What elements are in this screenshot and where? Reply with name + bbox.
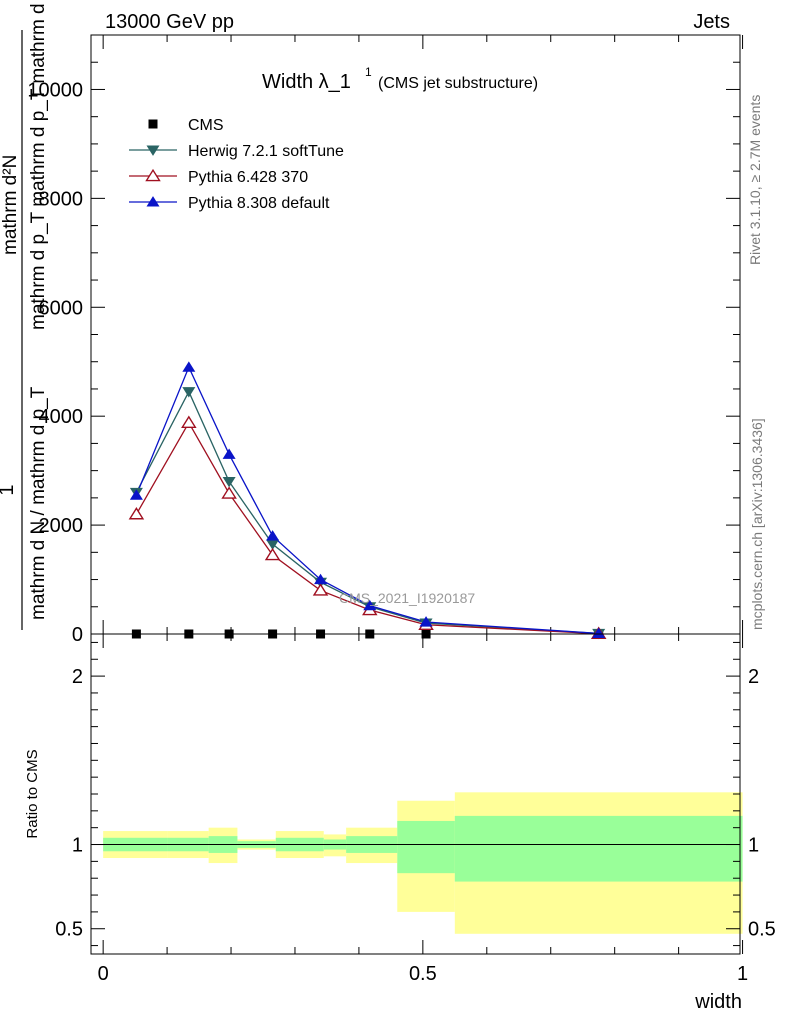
- ratio-y-tick-label-right: 0.5: [748, 919, 776, 941]
- ratio-y-tick-labels: 0.5 1 2: [55, 666, 83, 941]
- pythia6-point: [145, 168, 161, 182]
- ratio-inner-band: [454, 815, 743, 882]
- main-axis-ticks: [91, 34, 744, 635]
- herwig-point: [182, 387, 196, 398]
- pythia6-point: [128, 507, 145, 520]
- jets-label: Jets: [693, 11, 730, 33]
- pythia6-point: [221, 486, 237, 499]
- mcplots-label: mcplots.cern.ch [arXiv:1306.3436]: [749, 418, 765, 630]
- y-label-numerator: mathrm d²N: [0, 155, 21, 255]
- plot-title-subtitle: (CMS jet substructure): [378, 75, 538, 92]
- ratio-y-tick-labels-right: 0.5 1 2: [748, 666, 776, 941]
- x-tick-label: 0: [98, 963, 109, 985]
- main-y-tick-labels: 0 2000 4000 6000 8000 10000: [27, 79, 83, 646]
- pythia6-point: [264, 547, 281, 561]
- ratio-y-tick-label-right: 1: [748, 835, 759, 857]
- ratio-y-tick-label: 0.5: [55, 919, 83, 941]
- pythia8-point: [266, 530, 280, 541]
- legend-entry: Pythia 8.308 default: [188, 195, 330, 212]
- y-tick-label: 4000: [39, 406, 84, 428]
- ratio-axis-ticks: [91, 634, 744, 954]
- ratio-inner-band: [397, 820, 455, 874]
- cms-data-point: [148, 119, 158, 129]
- y-label-one: 1: [0, 484, 18, 495]
- pythia8-point: [129, 489, 143, 500]
- legend: CMS Herwig 7.2.1 softTune Pythia 6.428 370…: [129, 117, 344, 212]
- pythia8-point: [592, 627, 606, 639]
- ratio-y-tick-label-right: 2: [748, 666, 759, 688]
- y-label-denominator: mathrm d p_T mathrm d p_T mathrm d lambd…: [28, 0, 49, 330]
- pythia8-point: [419, 616, 433, 627]
- ratio-bands: [103, 792, 743, 934]
- energy-label: 13000 GeV pp: [105, 11, 234, 33]
- herwig-point: [146, 145, 160, 156]
- legend-entry: Pythia 6.428 370: [188, 169, 308, 186]
- main-panel: 0 2000 4000 6000 8000 10000 Width λ_1 1 (CMS …: [27, 34, 744, 646]
- y-tick-label: 0: [72, 624, 83, 646]
- pythia8-point: [314, 573, 328, 585]
- y-tick-label: 8000: [39, 188, 84, 210]
- ratio-y-tick-label: 2: [72, 666, 83, 688]
- herwig-point: [266, 539, 280, 550]
- series-line: [135, 390, 599, 635]
- pythia8-point: [363, 599, 377, 611]
- analysis-watermark: CMS_2021_I1920187: [339, 590, 475, 606]
- series-line: [135, 365, 599, 635]
- x-tick-label: 1: [737, 963, 748, 985]
- pythia6-point: [181, 415, 197, 428]
- legend-entry: Herwig 7.2.1 softTune: [188, 143, 344, 160]
- x-tick-labels: 0 0.5 1: [98, 963, 749, 985]
- x-tick-label: 0.5: [409, 963, 437, 985]
- x-axis-label: width: [694, 991, 742, 1013]
- y-tick-label: 2000: [39, 515, 84, 537]
- y-label-prefix-fraction: mathrm d N / mathrm d p_T: [28, 386, 49, 620]
- plot-title-superscript: 1: [365, 65, 372, 79]
- main-y-axis-label: 1 mathrm d N / mathrm d p_T mathrm d²N m…: [0, 0, 49, 630]
- rivet-label: Rivet 3.1.10, ≥ 2.7M events: [747, 95, 763, 265]
- ratio-y-tick-label: 1: [72, 835, 83, 857]
- pythia8-point: [182, 361, 196, 372]
- y-tick-label: 10000: [27, 79, 83, 101]
- pythia6-point: [312, 583, 329, 596]
- plot-title: Width λ_1: [262, 71, 351, 93]
- ratio-y-axis-label: Ratio to CMS: [24, 749, 41, 838]
- ratio-panel: 0.512 0.512 0 0.5 1 Ratio to CMS width: [24, 633, 776, 1013]
- pythia8-point: [222, 448, 236, 459]
- y-tick-label: 6000: [39, 297, 84, 319]
- herwig-point: [222, 476, 236, 488]
- series-line: [135, 421, 599, 635]
- legend-entry: CMS: [188, 117, 224, 134]
- pythia8-point: [146, 196, 160, 207]
